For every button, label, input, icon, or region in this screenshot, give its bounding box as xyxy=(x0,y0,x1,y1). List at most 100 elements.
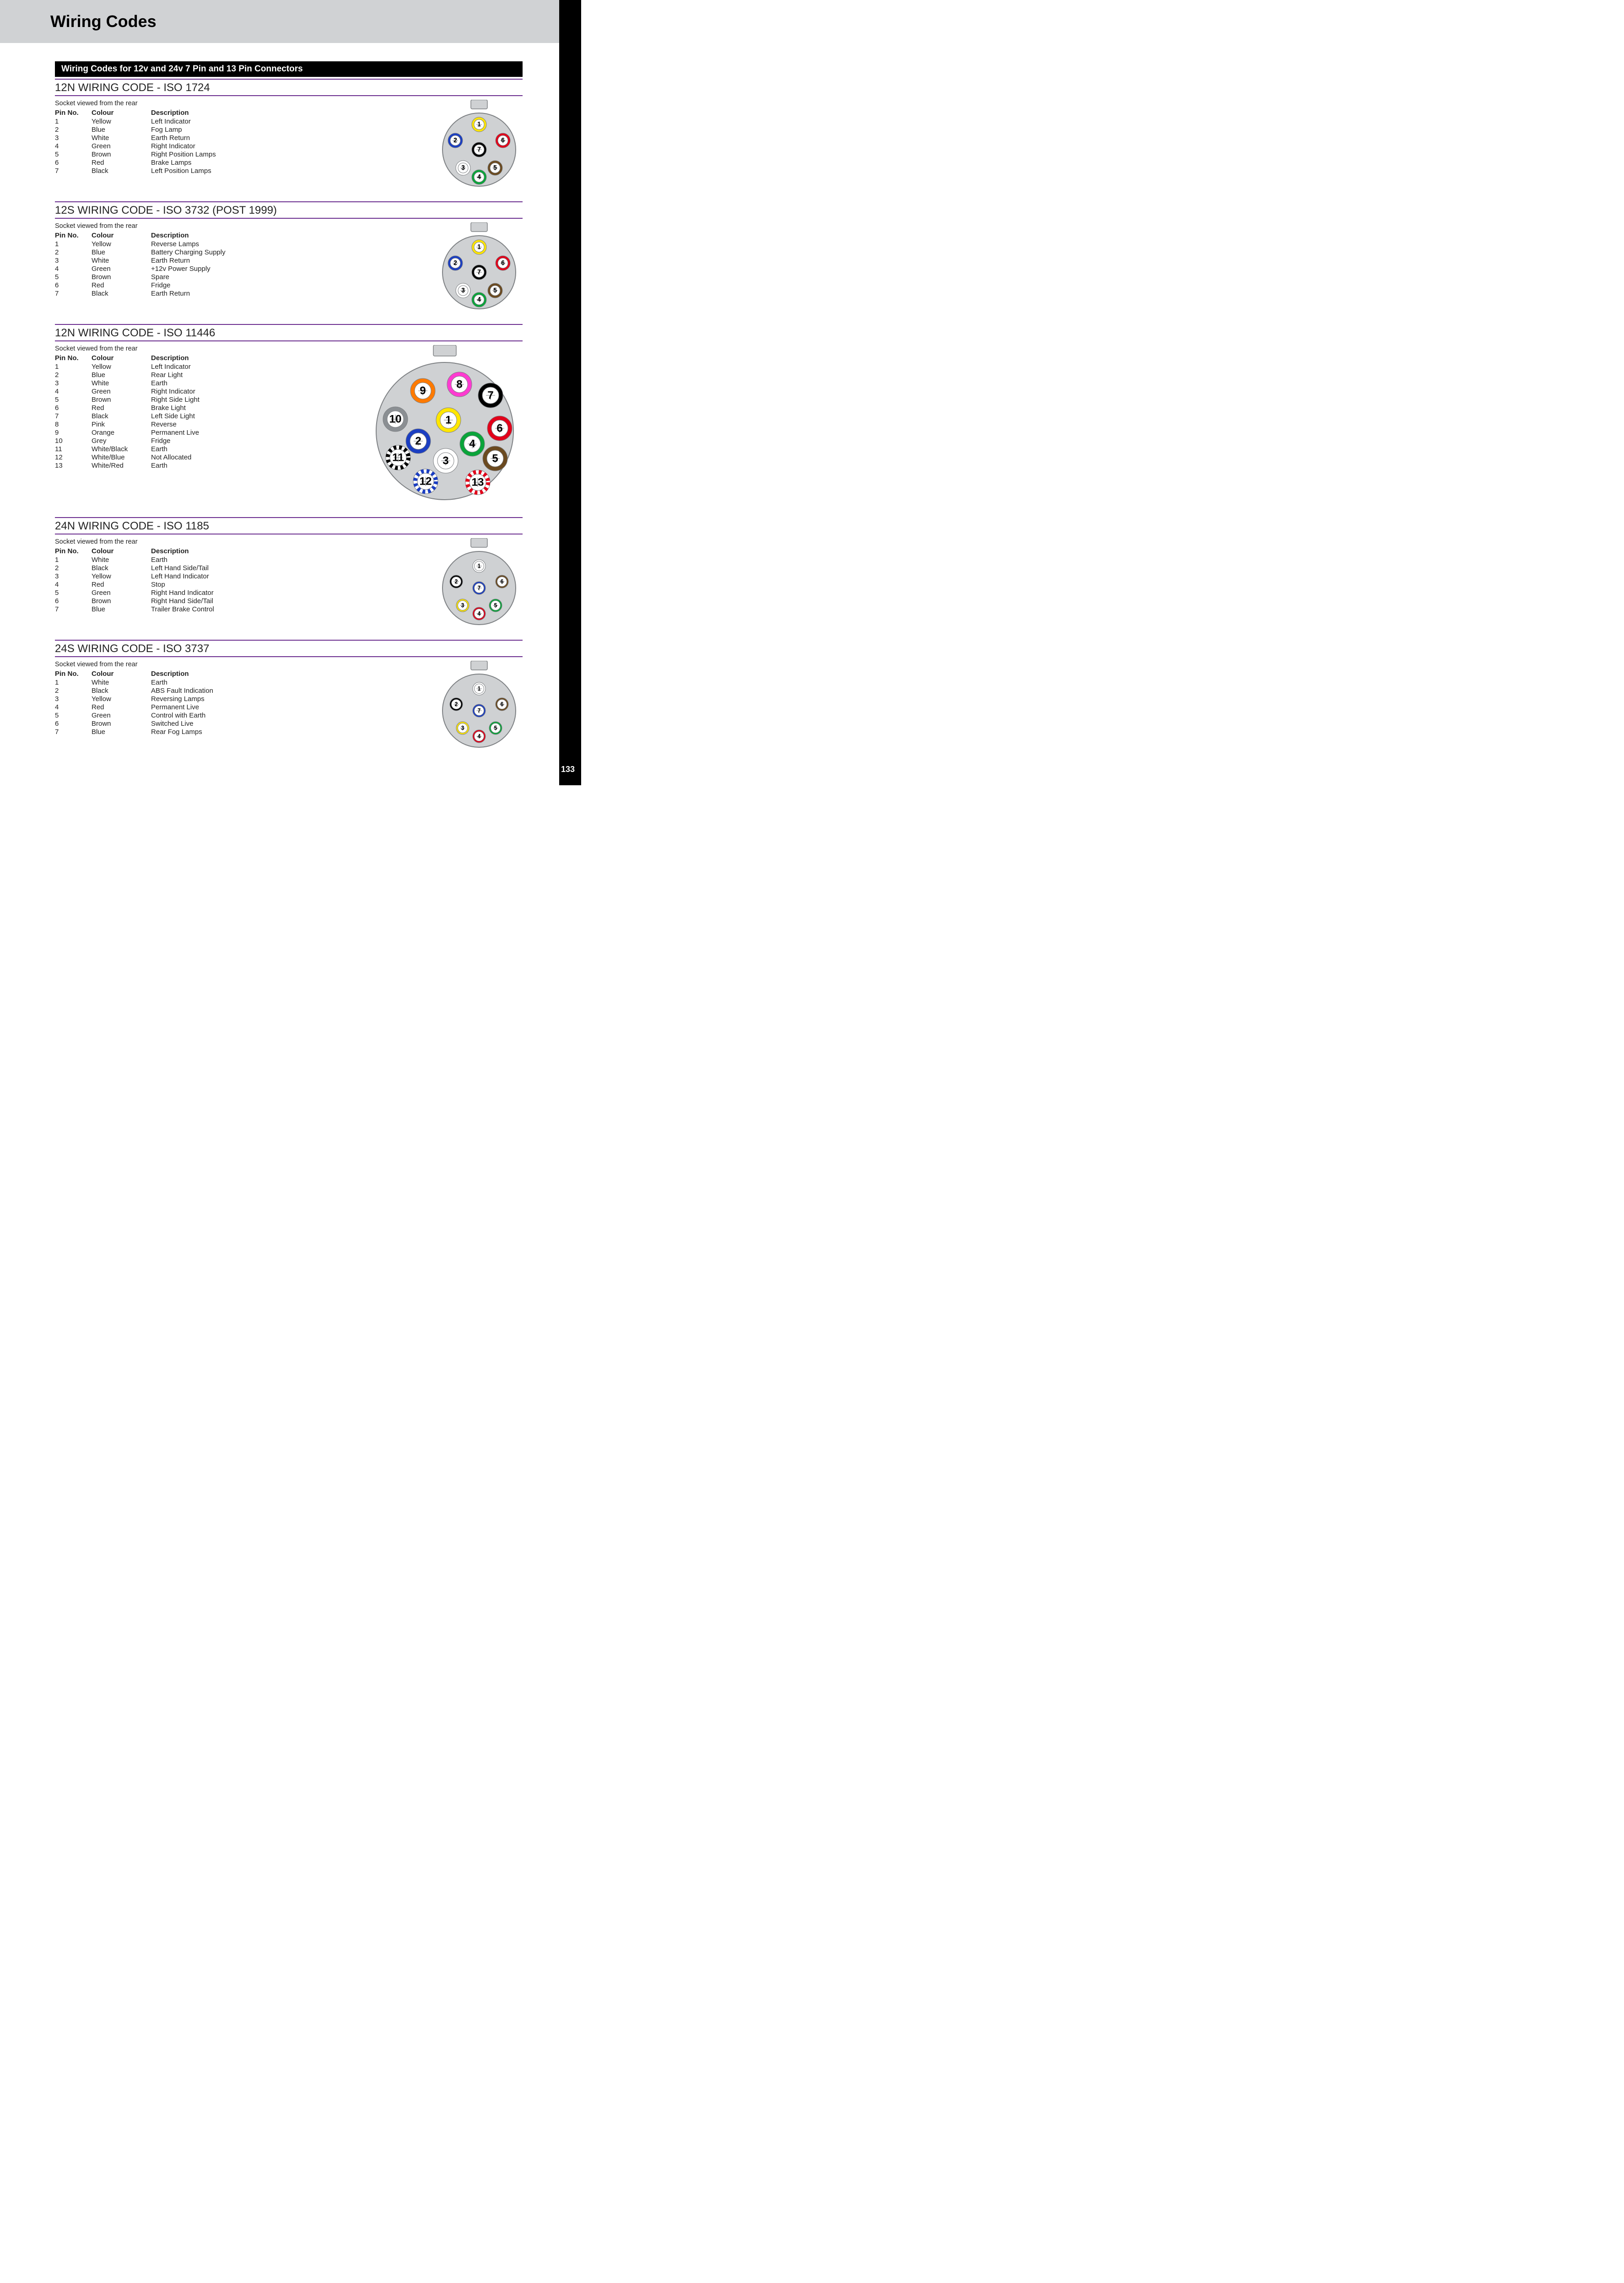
table-row: 1YellowLeft Indicator xyxy=(55,117,270,125)
table-row: 4GreenRight Indicator xyxy=(55,387,270,395)
svg-text:9: 9 xyxy=(420,385,426,397)
svg-text:1: 1 xyxy=(477,563,480,569)
svg-text:2: 2 xyxy=(454,578,458,585)
table-row: 8PinkReverse xyxy=(55,420,270,428)
connector-diagram: 1 2 3 4 5 6 7 xyxy=(436,222,523,316)
svg-text:1: 1 xyxy=(445,414,452,426)
table-row: 3YellowLeft Hand Indicator xyxy=(55,572,270,580)
table-row: 1YellowLeft Indicator xyxy=(55,362,270,371)
page-header: Wiring Codes xyxy=(0,0,559,43)
svg-text:5: 5 xyxy=(493,164,497,172)
table-row: 4RedStop xyxy=(55,580,270,588)
table-row: 12White/BlueNot Allocated xyxy=(55,453,270,461)
socket-note: Socket viewed from the rear xyxy=(55,222,422,230)
svg-text:6: 6 xyxy=(501,259,505,267)
table-row: 1WhiteEarth xyxy=(55,556,270,564)
table-row: 6BrownSwitched Live xyxy=(55,719,270,728)
table-row: 3YellowReversing Lamps xyxy=(55,695,270,703)
svg-text:2: 2 xyxy=(415,435,421,448)
svg-text:8: 8 xyxy=(456,378,463,391)
table-row: 4Green+12v Power Supply xyxy=(55,264,270,273)
table-row: 7BlackLeft Position Lamps xyxy=(55,167,270,175)
svg-text:6: 6 xyxy=(501,137,505,144)
svg-text:6: 6 xyxy=(496,422,503,435)
table-row: 3WhiteEarth xyxy=(55,379,270,387)
table-row: 7BlueRear Fog Lamps xyxy=(55,728,270,736)
table-row: 11White/BlackEarth xyxy=(55,445,270,453)
svg-text:3: 3 xyxy=(461,287,465,294)
wiring-section: 12S WIRING CODE - ISO 3732 (POST 1999) S… xyxy=(55,201,523,316)
connector-diagram: 12345678910111213 xyxy=(367,345,523,509)
svg-text:10: 10 xyxy=(389,413,401,426)
wiring-section: 24S WIRING CODE - ISO 3737 Socket viewed… xyxy=(55,640,523,754)
table-row: 5BrownSpare xyxy=(55,273,270,281)
svg-text:13: 13 xyxy=(471,476,484,489)
socket-note: Socket viewed from the rear xyxy=(55,100,422,107)
wiring-table: Pin No.ColourDescription1YellowReverse L… xyxy=(55,231,270,297)
svg-text:4: 4 xyxy=(477,296,481,303)
table-row: 2BlackLeft Hand Side/Tail xyxy=(55,564,270,572)
svg-text:7: 7 xyxy=(477,585,480,591)
svg-text:2: 2 xyxy=(453,259,457,267)
svg-text:6: 6 xyxy=(500,701,503,707)
svg-text:4: 4 xyxy=(477,610,480,617)
svg-text:4: 4 xyxy=(469,438,475,450)
table-row: 13White/RedEarth xyxy=(55,461,270,470)
table-row: 5BrownRight Position Lamps xyxy=(55,150,270,158)
side-accent-bar: 133 xyxy=(559,0,581,785)
section-banner: Wiring Codes for 12v and 24v 7 Pin and 1… xyxy=(55,61,523,77)
svg-text:4: 4 xyxy=(477,733,480,739)
wiring-table: Pin No.ColourDescription1YellowLeft Indi… xyxy=(55,108,270,175)
connector-diagram: 1234567 xyxy=(436,661,523,754)
wiring-section: 24N WIRING CODE - ISO 1185 Socket viewed… xyxy=(55,517,523,631)
svg-text:6: 6 xyxy=(500,578,503,585)
wiring-table: Pin No.ColourDescription1WhiteEarth2Blac… xyxy=(55,669,270,736)
svg-text:11: 11 xyxy=(392,452,404,464)
wiring-section: 12N WIRING CODE - ISO 11446 Socket viewe… xyxy=(55,324,523,509)
table-row: 7BlackEarth Return xyxy=(55,289,270,297)
wiring-section: 12N WIRING CODE - ISO 1724 Socket viewed… xyxy=(55,79,523,193)
table-row: 5BrownRight Side Light xyxy=(55,395,270,404)
table-row: 6RedBrake Light xyxy=(55,404,270,412)
svg-text:1: 1 xyxy=(477,243,481,251)
table-row: 2BlueFog Lamp xyxy=(55,125,270,134)
section-title: 24S WIRING CODE - ISO 3737 xyxy=(55,640,523,657)
section-title: 12N WIRING CODE - ISO 11446 xyxy=(55,324,523,341)
svg-text:2: 2 xyxy=(454,701,458,707)
svg-text:2: 2 xyxy=(453,137,457,144)
svg-text:7: 7 xyxy=(477,707,480,714)
svg-text:5: 5 xyxy=(493,287,497,294)
table-row: 10GreyFridge xyxy=(55,437,270,445)
page-title: Wiring Codes xyxy=(50,12,559,31)
svg-text:1: 1 xyxy=(477,121,481,128)
svg-text:5: 5 xyxy=(494,602,497,609)
svg-text:5: 5 xyxy=(494,725,497,731)
connector-diagram: 1 2 3 4 5 6 7 xyxy=(436,100,523,193)
svg-text:12: 12 xyxy=(419,475,432,488)
table-row: 2BlueRear Light xyxy=(55,371,270,379)
svg-text:3: 3 xyxy=(461,164,465,172)
table-row: 6RedBrake Lamps xyxy=(55,158,270,167)
svg-text:1: 1 xyxy=(477,685,480,692)
wiring-table: Pin No.ColourDescription1YellowLeft Indi… xyxy=(55,354,270,470)
page-number: 133 xyxy=(561,765,575,774)
table-row: 3WhiteEarth Return xyxy=(55,134,270,142)
table-row: 9OrangePermanent Live xyxy=(55,428,270,437)
table-row: 7BlackLeft Side Light xyxy=(55,412,270,420)
socket-note: Socket viewed from the rear xyxy=(55,345,353,352)
svg-text:4: 4 xyxy=(477,173,481,181)
svg-text:3: 3 xyxy=(461,602,464,609)
socket-note: Socket viewed from the rear xyxy=(55,661,422,668)
table-row: 2BlackABS Fault Indication xyxy=(55,686,270,695)
svg-text:7: 7 xyxy=(477,146,481,153)
table-row: 1YellowReverse Lamps xyxy=(55,240,270,248)
table-row: 2BlueBattery Charging Supply xyxy=(55,248,270,256)
section-title: 12N WIRING CODE - ISO 1724 xyxy=(55,79,523,96)
section-title: 12S WIRING CODE - ISO 3732 (POST 1999) xyxy=(55,201,523,219)
table-row: 4RedPermanent Live xyxy=(55,703,270,711)
table-row: 5GreenControl with Earth xyxy=(55,711,270,719)
table-row: 5GreenRight Hand Indicator xyxy=(55,588,270,597)
svg-text:7: 7 xyxy=(477,269,481,276)
svg-text:7: 7 xyxy=(487,389,494,402)
table-row: 6BrownRight Hand Side/Tail xyxy=(55,597,270,605)
